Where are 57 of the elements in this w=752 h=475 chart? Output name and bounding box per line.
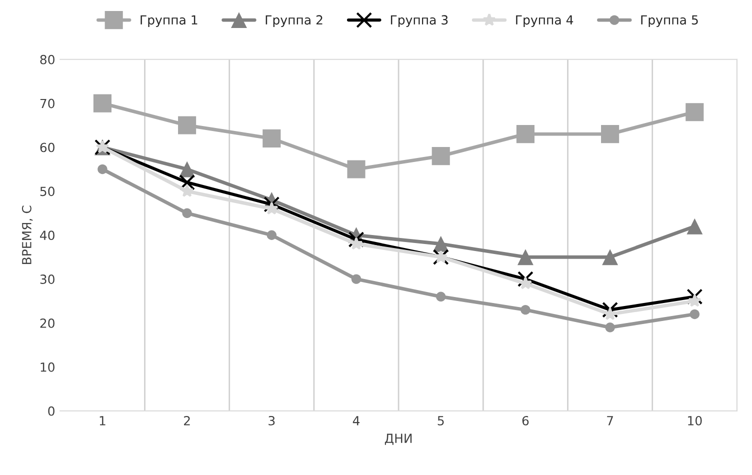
y-tick-label: 80 — [40, 54, 54, 64]
x-tick-label: 6 — [522, 416, 529, 426]
x-tick-label: 3 — [268, 416, 275, 426]
point — [686, 103, 704, 122]
point — [688, 294, 702, 307]
point — [436, 292, 446, 302]
point — [432, 236, 449, 252]
point — [266, 230, 277, 240]
point — [178, 116, 196, 134]
point — [262, 129, 281, 148]
y-tick-label: 50 — [40, 186, 54, 196]
x-tick-label: 2 — [184, 416, 190, 426]
point — [520, 304, 530, 315]
point — [602, 249, 618, 266]
legend-label: Группа 4 — [516, 15, 574, 28]
point — [602, 302, 618, 318]
legend-label: Группа 3 — [390, 15, 448, 28]
point — [180, 184, 194, 198]
y-tick-label: 10 — [40, 362, 54, 372]
point — [686, 218, 703, 234]
x-tick-label: 5 — [438, 416, 444, 426]
x-axis-title: ДНИ — [384, 434, 412, 445]
point — [348, 232, 364, 248]
legend-label: Группа 1 — [140, 15, 198, 28]
point — [601, 125, 620, 144]
legend-label: Группа 5 — [641, 15, 698, 28]
x-tick-label: 10 — [688, 416, 702, 426]
point — [179, 174, 196, 190]
point — [517, 271, 534, 288]
x-tick-label: 1 — [100, 416, 106, 426]
point — [432, 147, 450, 166]
point — [518, 276, 532, 290]
point — [93, 94, 112, 112]
y-tick-label: 20 — [40, 318, 54, 328]
point — [690, 309, 700, 320]
point — [603, 307, 617, 320]
legend-label: Группа 2 — [266, 15, 322, 28]
y-tick-label: 0 — [48, 406, 54, 416]
point — [516, 125, 534, 144]
point — [517, 249, 534, 266]
point — [350, 236, 363, 250]
y-tick-label: 60 — [40, 142, 54, 152]
y-tick-label: 70 — [40, 98, 54, 108]
point — [351, 274, 362, 284]
point — [182, 208, 192, 218]
x-tick-label: 4 — [352, 416, 360, 426]
point — [179, 161, 196, 178]
y-tick-label: 40 — [40, 230, 54, 240]
point — [98, 164, 108, 174]
point — [686, 288, 703, 305]
point — [265, 202, 278, 215]
x-tick-label: 7 — [607, 416, 613, 426]
point — [605, 322, 615, 332]
point — [264, 196, 280, 212]
point — [347, 160, 366, 178]
y-axis-title: ВРЕМЯ, С — [22, 206, 33, 264]
y-tick-label: 30 — [40, 274, 54, 284]
